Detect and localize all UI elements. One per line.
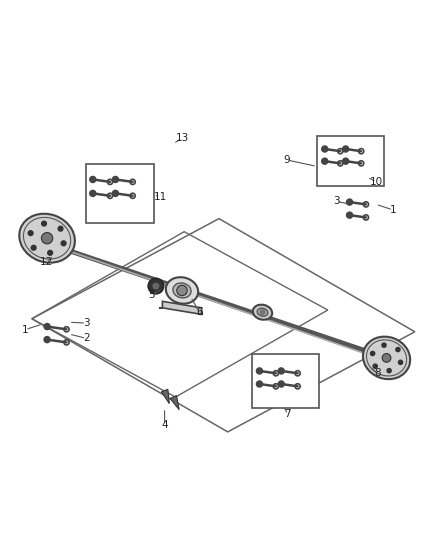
Circle shape (48, 251, 53, 255)
Text: 6: 6 (196, 307, 203, 317)
Circle shape (278, 381, 284, 387)
Text: 1: 1 (22, 325, 28, 335)
Circle shape (113, 176, 118, 182)
Text: 12: 12 (39, 257, 53, 267)
Circle shape (373, 364, 377, 368)
Text: 5: 5 (148, 290, 155, 300)
Polygon shape (170, 395, 179, 410)
Polygon shape (162, 301, 201, 314)
Circle shape (256, 381, 262, 387)
Ellipse shape (166, 277, 198, 304)
Circle shape (113, 190, 118, 197)
Circle shape (346, 199, 353, 205)
Circle shape (42, 232, 53, 244)
Text: 3: 3 (333, 196, 340, 206)
Circle shape (256, 368, 262, 374)
Ellipse shape (253, 305, 272, 320)
Circle shape (42, 221, 46, 226)
Circle shape (346, 212, 353, 218)
Circle shape (387, 368, 391, 373)
Bar (317, 136, 385, 186)
Ellipse shape (173, 283, 191, 298)
Circle shape (396, 348, 400, 352)
Circle shape (44, 336, 50, 343)
Text: 3: 3 (83, 318, 89, 328)
Circle shape (382, 353, 391, 362)
Text: 11: 11 (154, 192, 167, 202)
Circle shape (399, 360, 403, 365)
Circle shape (343, 158, 349, 164)
Circle shape (58, 227, 63, 231)
Text: 8: 8 (374, 368, 381, 378)
Text: 1: 1 (390, 205, 396, 215)
Ellipse shape (19, 214, 75, 263)
Circle shape (31, 245, 36, 250)
Circle shape (61, 241, 66, 246)
Polygon shape (161, 389, 170, 403)
Circle shape (371, 351, 374, 356)
Circle shape (177, 285, 187, 296)
Text: 9: 9 (283, 155, 290, 165)
Ellipse shape (257, 308, 268, 316)
Circle shape (148, 278, 164, 294)
Circle shape (152, 282, 159, 289)
Circle shape (90, 176, 96, 182)
Circle shape (343, 146, 349, 152)
Text: 13: 13 (175, 133, 189, 143)
Text: 10: 10 (370, 176, 383, 187)
Circle shape (90, 190, 96, 197)
Bar (86, 164, 154, 223)
Circle shape (44, 324, 50, 329)
Text: 4: 4 (161, 421, 168, 430)
Circle shape (259, 309, 265, 315)
Circle shape (278, 368, 284, 374)
Text: 2: 2 (83, 333, 89, 343)
Circle shape (322, 158, 328, 164)
Circle shape (322, 146, 328, 152)
Text: 7: 7 (284, 409, 291, 419)
Circle shape (28, 231, 33, 236)
Bar (252, 353, 319, 408)
Circle shape (382, 343, 386, 347)
Ellipse shape (363, 337, 410, 379)
